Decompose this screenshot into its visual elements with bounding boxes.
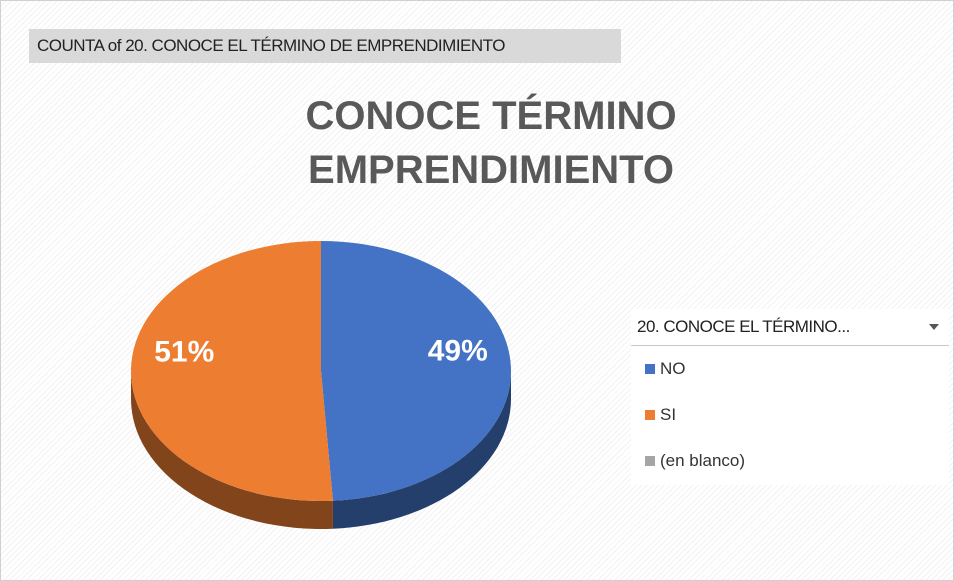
chart-title: CONOCE TÉRMINO EMPRENDIMIENTO — [305, 94, 677, 192]
legend-item[interactable]: NO — [645, 359, 686, 379]
legend-label: (en blanco) — [660, 451, 746, 470]
legend-swatch — [645, 410, 655, 420]
legend-item[interactable]: SI — [645, 405, 676, 425]
dropdown-arrow[interactable] — [929, 324, 939, 330]
field-button[interactable]: COUNTA of 20. CONOCE EL TÉRMINO DE EMPRE… — [29, 29, 621, 63]
legend-header[interactable]: 20. CONOCE EL TÉRMINO... — [631, 309, 949, 346]
legend-title: 20. CONOCE EL TÉRMINO... — [637, 317, 850, 336]
legend-item[interactable]: (en blanco) — [645, 451, 745, 471]
legend-swatch — [645, 364, 655, 374]
data-label: 49% — [428, 334, 488, 367]
slice-side — [332, 371, 511, 529]
pie-slice — [130, 241, 333, 501]
legend-label: NO — [660, 359, 686, 378]
legend-label: SI — [660, 405, 677, 424]
data-label: 51% — [154, 335, 214, 368]
legend: 20. CONOCE EL TÉRMINO... NO SI (en blanco) — [631, 309, 949, 485]
pie-slice — [321, 241, 511, 501]
slice-side — [131, 371, 333, 529]
legend-swatch — [645, 456, 655, 466]
